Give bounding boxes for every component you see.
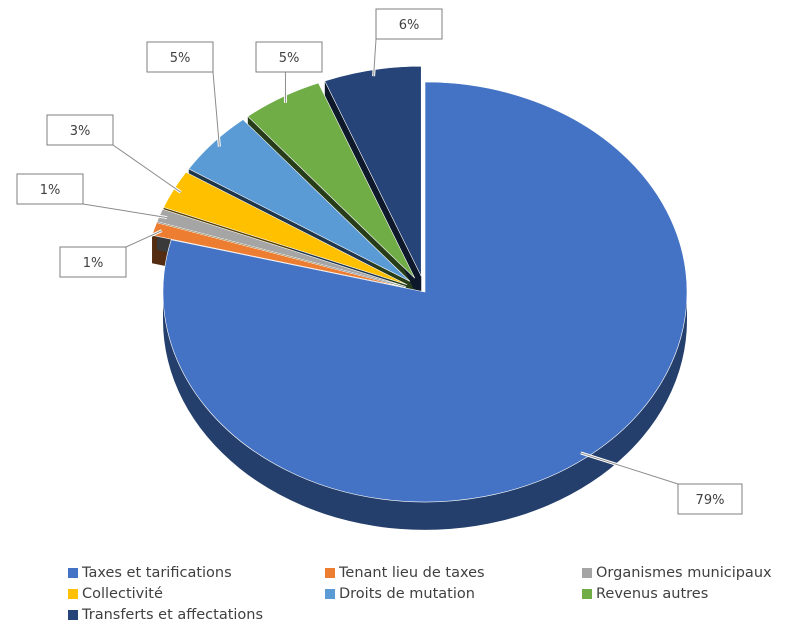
legend-label: Transferts et affectations [82,606,264,623]
legend-swatch [325,588,335,599]
leader-line [125,230,162,248]
data-label-box [59,246,127,278]
leader-line [112,144,182,193]
data-label-collectivite: 3% [70,124,91,139]
data-label-box [46,114,114,146]
data-label-box [16,173,84,205]
legend-item-collectivite: Collectivité [68,586,325,602]
legend-item-organismes-municipaux: Organismes municipaux [582,565,772,581]
legend-label: Collectivité [82,585,163,602]
data-label-box [146,41,214,73]
slice-collectivite [163,171,408,286]
leader-line [82,203,168,219]
legend-item-tenant-lieu-de-taxes: Tenant lieu de taxes [325,565,582,581]
legend-label: Organismes municipaux [596,564,772,581]
data-label-taxes-et-tarifications: 79% [696,493,725,508]
legend-item-revenus-autres: Revenus autres [582,586,708,602]
legend-item-droits-de-mutation: Droits de mutation [325,586,582,602]
legend-swatch [68,609,78,620]
data-label-droits-de-mutation: 5% [170,51,191,66]
legend-item-transferts-et-affectations: Transferts et affectations [68,607,325,623]
legend-label: Tenant lieu de taxes [339,564,485,581]
data-label-box [677,483,743,515]
legend-label: Revenus autres [596,585,709,602]
data-label-organismes-municipaux: 1% [40,183,61,198]
data-label-box [255,41,323,73]
data-label-revenus-autres: 5% [279,51,300,66]
leader-line [580,452,679,485]
legend-swatch [68,567,78,578]
data-labels: 79% 1% 1% 3% 5% 5% 6% [16,8,743,515]
slice-revenus-autres [247,82,416,279]
slice-transferts-et-affectations [324,65,422,277]
legend-item-taxes-et-tarifications: Taxes et tarifications [68,565,325,581]
legend-swatch [325,567,335,578]
slice-droits-de-mutation [188,119,411,282]
legend-swatch [582,588,592,599]
pie-chart: 79% 1% 1% 3% 5% 5% 6% [16,8,743,530]
leader-line [373,38,377,77]
data-label-transferts-et-affectations: 6% [399,18,420,33]
pie-slices [151,65,688,503]
data-label-tenant-lieu-de-taxes: 1% [83,256,104,271]
legend: Taxes et tarifications Tenant lieu de ta… [68,562,797,625]
slice-taxes-et-tarifications [162,81,688,503]
leader-line [212,71,220,147]
legend-swatch [68,588,78,599]
legend-swatch [582,567,592,578]
legend-label: Taxes et tarifications [82,564,232,581]
data-label-box [375,8,443,40]
legend-label: Droits de mutation [339,585,475,602]
